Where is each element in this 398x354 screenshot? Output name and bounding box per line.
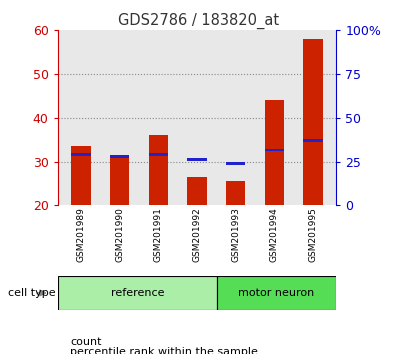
Text: reference: reference xyxy=(111,288,164,298)
Bar xyxy=(217,276,336,310)
Bar xyxy=(187,159,207,161)
Bar xyxy=(110,155,129,158)
Bar xyxy=(226,181,246,205)
Bar xyxy=(71,146,91,205)
Text: GSM201989: GSM201989 xyxy=(76,207,86,262)
Bar xyxy=(71,153,91,156)
Text: GSM201995: GSM201995 xyxy=(308,207,318,262)
Bar xyxy=(110,157,129,205)
Bar xyxy=(303,39,323,205)
Bar xyxy=(303,139,323,142)
Text: percentile rank within the sample: percentile rank within the sample xyxy=(70,347,258,354)
Text: GSM201991: GSM201991 xyxy=(154,207,163,262)
Bar xyxy=(148,135,168,205)
Text: motor neuron: motor neuron xyxy=(238,288,315,298)
Text: GSM201992: GSM201992 xyxy=(193,207,201,262)
Text: GSM201990: GSM201990 xyxy=(115,207,124,262)
Text: count: count xyxy=(70,337,102,347)
Text: GDS2786 / 183820_at: GDS2786 / 183820_at xyxy=(119,12,279,29)
Text: GSM201994: GSM201994 xyxy=(270,207,279,262)
Bar xyxy=(226,162,246,165)
Bar xyxy=(265,100,284,205)
Bar xyxy=(265,149,284,152)
Bar xyxy=(58,276,217,310)
Text: GSM201993: GSM201993 xyxy=(231,207,240,262)
Text: cell type: cell type xyxy=(8,288,56,298)
Bar xyxy=(187,177,207,205)
Bar xyxy=(148,153,168,156)
